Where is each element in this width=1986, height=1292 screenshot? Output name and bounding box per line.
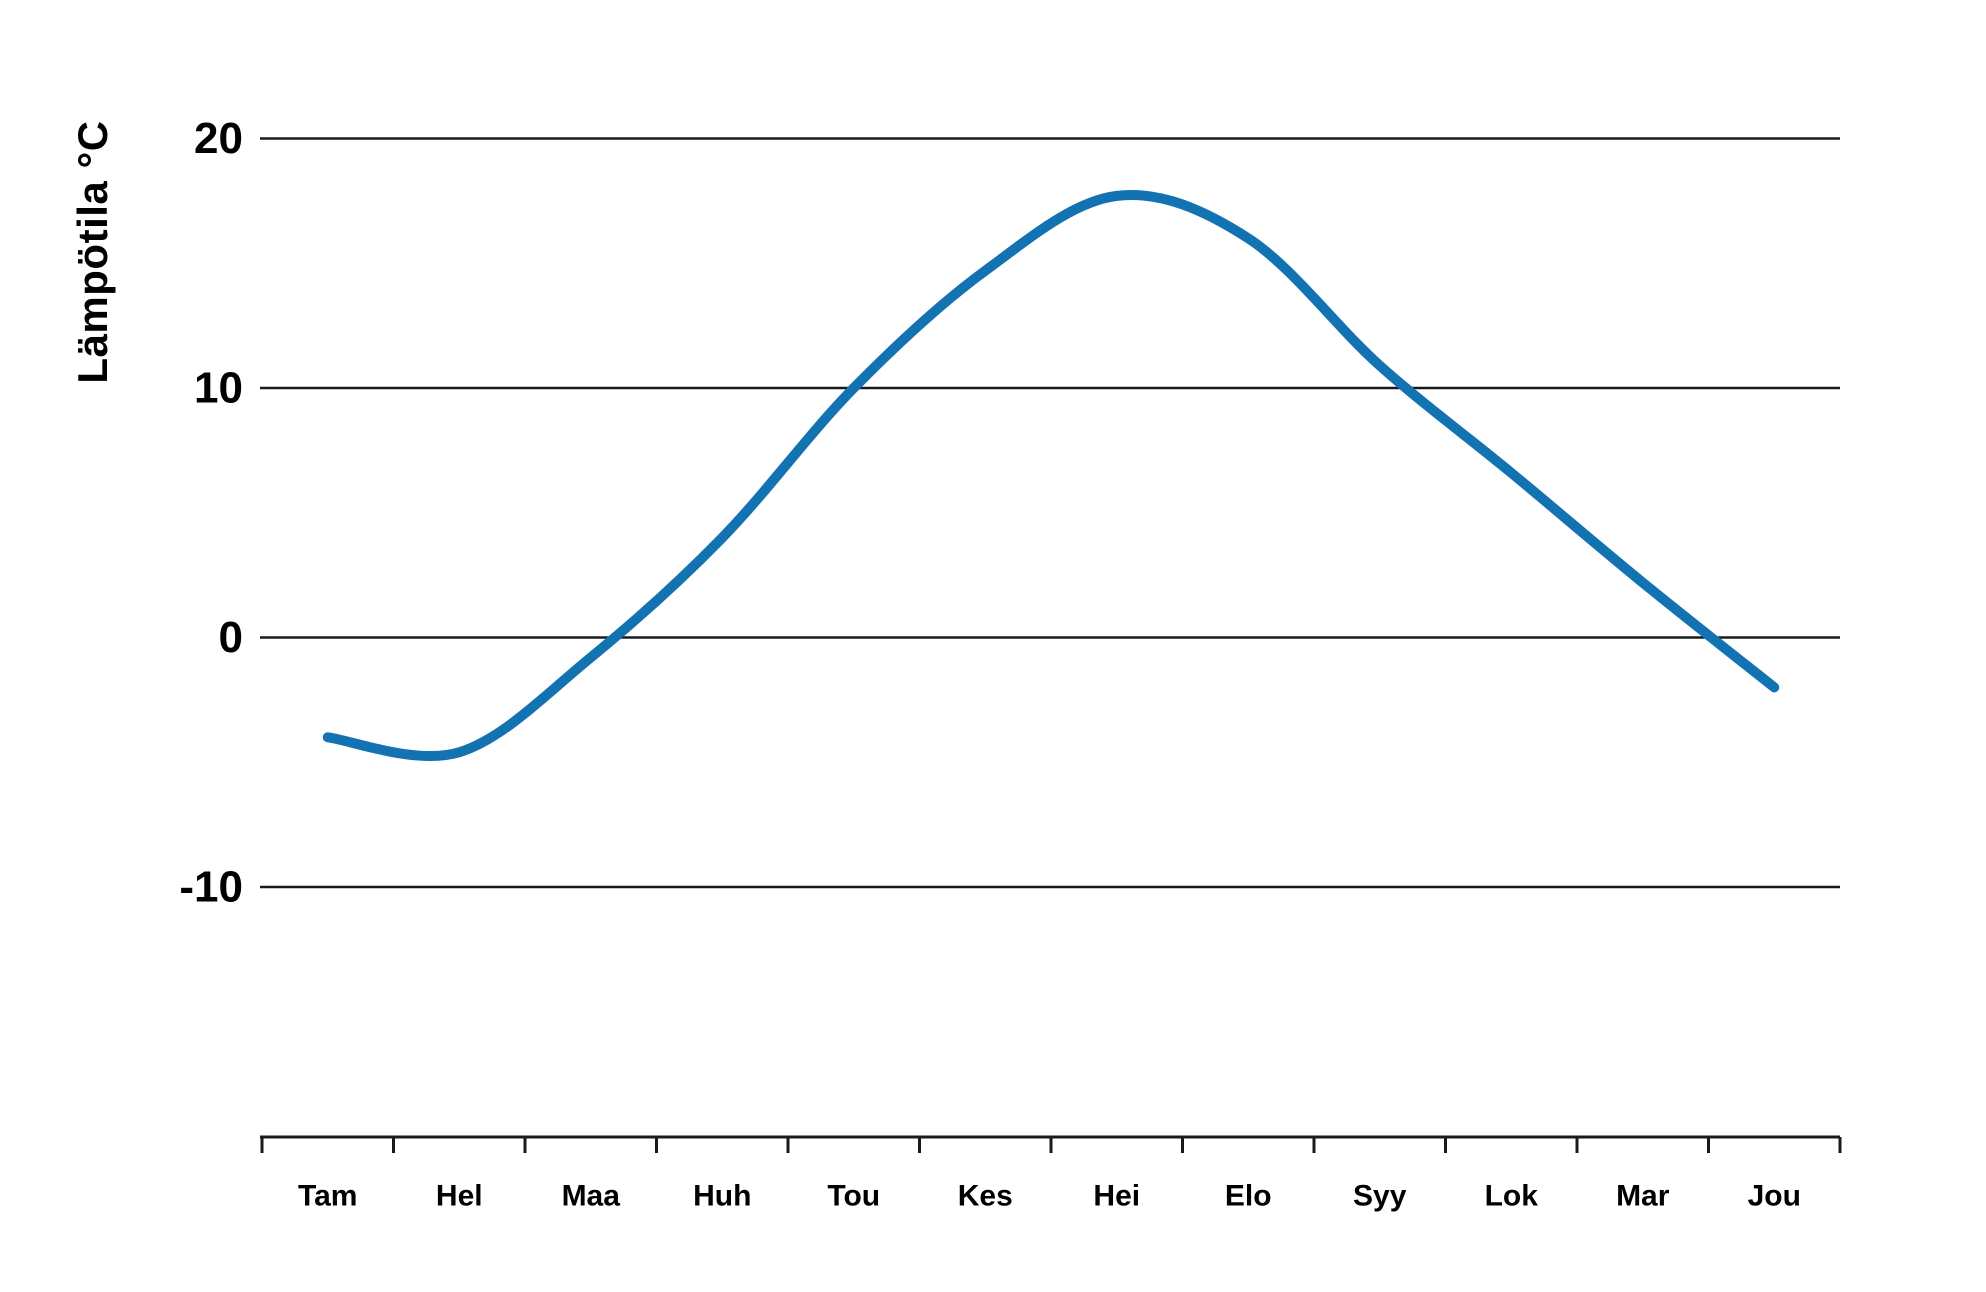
- y-tick-label: 20: [194, 114, 243, 163]
- x-tick-label: Mar: [1616, 1180, 1670, 1213]
- x-tick-label: Syy: [1353, 1180, 1407, 1213]
- y-tick-label: 10: [194, 364, 243, 413]
- x-tick-label: Tam: [298, 1180, 357, 1213]
- x-tick-label: Hei: [1093, 1180, 1140, 1213]
- x-tick-label: Huh: [693, 1180, 751, 1213]
- x-tick-label: Hel: [436, 1180, 483, 1213]
- y-tick-label: -10: [179, 863, 243, 912]
- x-tick-label: Kes: [958, 1180, 1013, 1213]
- x-tick-label: Lok: [1485, 1180, 1539, 1213]
- temperature-line: [322, 190, 1780, 761]
- x-tick-label: Jou: [1748, 1180, 1801, 1213]
- y-tick-label: 0: [219, 613, 243, 662]
- x-tick-label: Tou: [827, 1180, 880, 1213]
- x-tick-label: Maa: [562, 1180, 621, 1213]
- x-tick-label: Elo: [1225, 1180, 1272, 1213]
